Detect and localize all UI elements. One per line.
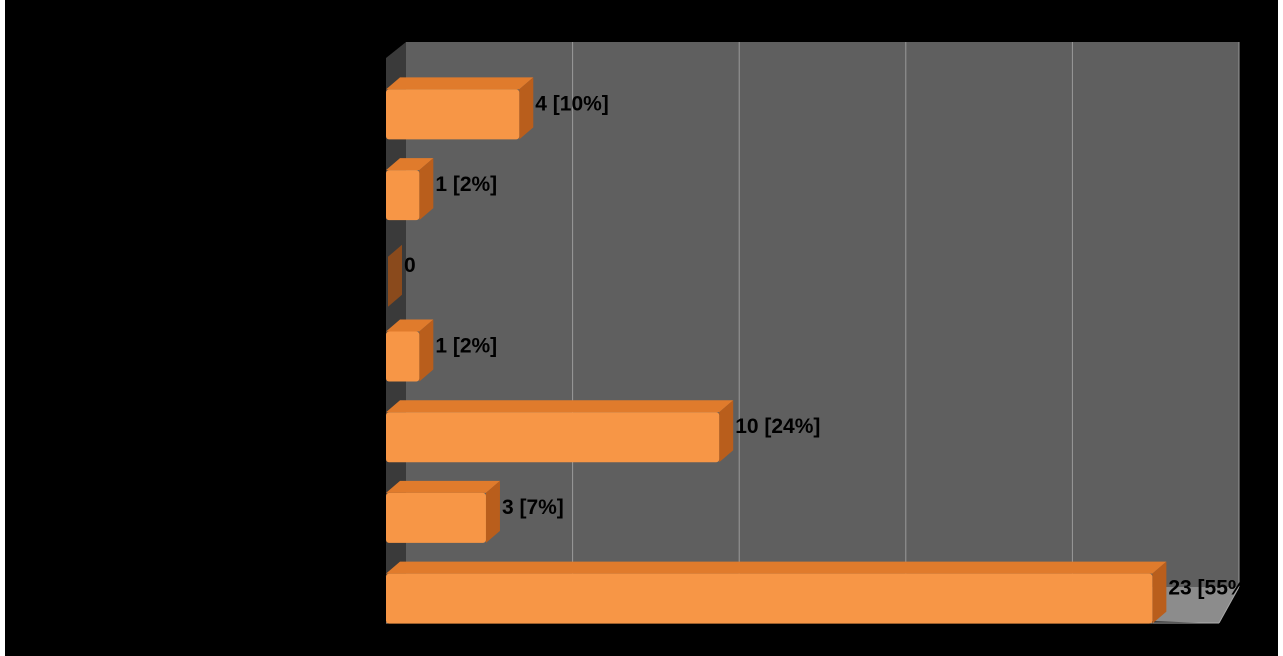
bar-side-face	[419, 319, 434, 382]
bar-top-face	[386, 77, 534, 90]
bar-side-face	[719, 400, 734, 463]
bar	[386, 412, 720, 463]
bar-side-face	[419, 158, 434, 221]
bar-top-face	[386, 561, 1167, 574]
bar	[386, 89, 520, 140]
bar	[386, 573, 1153, 624]
bar-side-face	[485, 480, 500, 543]
data-label: 0	[404, 254, 416, 277]
bar-chart: Constitutional County 4 [10%] Senior/Retir…	[72, 13, 1254, 624]
data-label: 1 [2%]	[435, 335, 497, 358]
data-label: 10 [24%]	[735, 415, 820, 438]
bar-zero	[388, 244, 402, 307]
category-label: District	[289, 510, 361, 533]
plot-back-wall	[406, 42, 1239, 587]
chart-title: *42 Total Disciplinary Actions	[867, 13, 1202, 40]
bar-side-face	[519, 77, 534, 140]
bar-top-face	[386, 400, 734, 413]
data-label: 23 [55%]	[1168, 577, 1253, 600]
category-label: County Court at Law/Probate	[72, 349, 361, 372]
bar	[386, 492, 486, 543]
data-label: 4 [10%]	[535, 92, 609, 115]
category-label: Senior/Retired	[217, 187, 361, 210]
floor-gridline	[1218, 586, 1240, 624]
category-label: Justice of the Peace	[159, 591, 361, 614]
category-label: Constitutional County	[142, 106, 362, 129]
category-label: Appellate	[266, 268, 361, 291]
category-label: Municipal	[264, 429, 361, 452]
bar-top-face	[386, 158, 434, 171]
bar-top-face	[386, 319, 434, 332]
data-label: 1 [2%]	[435, 173, 497, 196]
bar	[386, 170, 420, 221]
bar-side-face	[1152, 561, 1167, 624]
data-label: 3 [7%]	[502, 496, 564, 519]
bar	[386, 331, 420, 382]
chart-frame: Constitutional County 4 [10%] Senior/Retir…	[5, 0, 1278, 656]
bar-top-face	[386, 480, 500, 493]
